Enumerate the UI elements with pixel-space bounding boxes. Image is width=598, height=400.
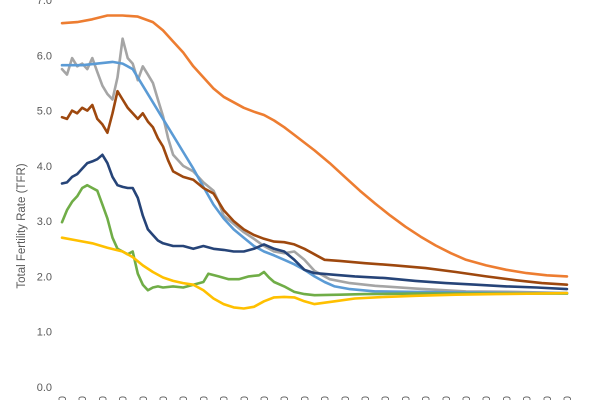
y-tick-label: 4.0 [37,161,52,173]
x-tick-label: 0 [380,396,392,400]
x-tick-label: 0 [400,396,412,400]
x-tick-label: 0 [441,396,453,400]
x-tick-label: 0 [138,396,150,400]
series-lines [60,14,569,310]
series-line-7 [60,236,569,310]
series-line-3 [60,60,569,295]
x-tick-label: 0 [481,396,493,400]
y-tick-label: 1.0 [37,327,52,339]
series-line-2 [60,37,569,295]
series-line-4 [60,89,569,286]
x-tick-label: 0 [421,396,433,400]
x-tick-label: 0 [320,396,332,400]
x-tick-label: 0 [219,396,231,400]
x-tick-label: 0 [118,396,130,400]
x-tick-label: 0 [340,396,352,400]
x-tick-label: 0 [97,396,109,400]
x-tick-label: 0 [57,396,69,400]
y-tick-label: 5.0 [37,106,52,118]
series-line-6 [60,183,569,297]
x-tick-label: 0 [562,396,574,400]
x-tick-label: 0 [158,396,170,400]
x-axis: 0 0 0 0 0 0 0 0 0 0 0 0 0 0 0 0 0 0 0 0 0 0 0 0 0 0 [57,396,574,400]
x-tick-label: 0 [299,396,311,400]
x-tick-label: 0 [77,396,89,400]
x-tick-label: 0 [259,396,271,400]
x-tick-label: 0 [239,396,251,400]
y-tick-label: 6.0 [37,50,52,62]
y-axis: 0.0 1.0 2.0 3.0 4.0 5.0 6.0 7.0 [37,0,52,394]
x-tick-label: 0 [178,396,190,400]
x-tick-label: 0 [198,396,210,400]
x-tick-label: 0 [501,396,513,400]
y-tick-label: 7.0 [37,0,52,7]
x-tick-label: 0 [360,396,372,400]
x-tick-label: 0 [461,396,473,400]
y-axis-label: Total Fertility Rate (TFR) [16,163,28,288]
y-tick-label: 3.0 [37,216,52,228]
series-line-5 [60,153,569,291]
x-tick-label: 0 [542,396,554,400]
series-line-1 [60,14,569,278]
x-tick-label: 0 [279,396,291,400]
x-tick-label: 0 [522,396,534,400]
y-tick-label: 2.0 [37,271,52,283]
y-tick-label: 0.0 [37,382,52,394]
